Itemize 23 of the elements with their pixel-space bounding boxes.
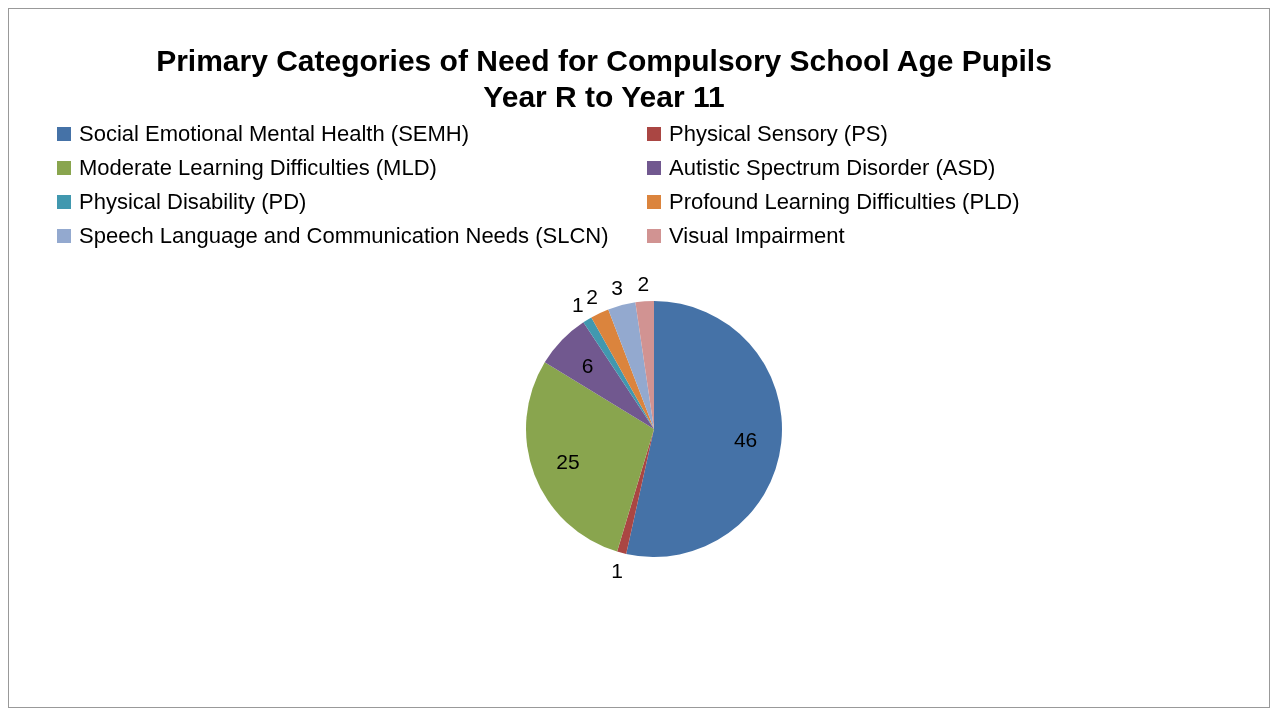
data-label: 25 bbox=[556, 450, 580, 474]
legend-label: Physical Sensory (PS) bbox=[669, 121, 888, 147]
legend-label: Profound Learning Difficulties (PLD) bbox=[669, 189, 1020, 215]
data-label: 1 bbox=[572, 292, 584, 316]
legend-label: Speech Language and Communication Needs (SLCN) bbox=[79, 223, 609, 249]
legend-label: Moderate Learning Difficulties (MLD) bbox=[79, 155, 437, 181]
legend-label: Physical Disability (PD) bbox=[79, 189, 307, 215]
legend-label: Social Emotional Mental Health (SEMH) bbox=[79, 121, 470, 147]
pie-slice bbox=[626, 301, 782, 557]
data-label: 2 bbox=[586, 285, 598, 309]
legend-label: Visual Impairment bbox=[669, 223, 845, 249]
data-label: 6 bbox=[581, 353, 594, 377]
data-label: 46 bbox=[733, 427, 758, 451]
pie-slice bbox=[591, 309, 654, 429]
data-label: 1 bbox=[611, 558, 623, 582]
data-label: 3 bbox=[611, 276, 623, 300]
pie-slice bbox=[608, 302, 654, 429]
legend-label: Autistic Spectrum Disorder (ASD) bbox=[669, 155, 996, 181]
pie-slice bbox=[583, 317, 654, 429]
pie-slice bbox=[635, 301, 654, 429]
chart-title: Primary Categories of Need for Compulsory School Age Pupils Year R to Year 11 bbox=[155, 43, 1053, 115]
pie-slice bbox=[544, 322, 654, 429]
data-label: 2 bbox=[637, 271, 650, 295]
